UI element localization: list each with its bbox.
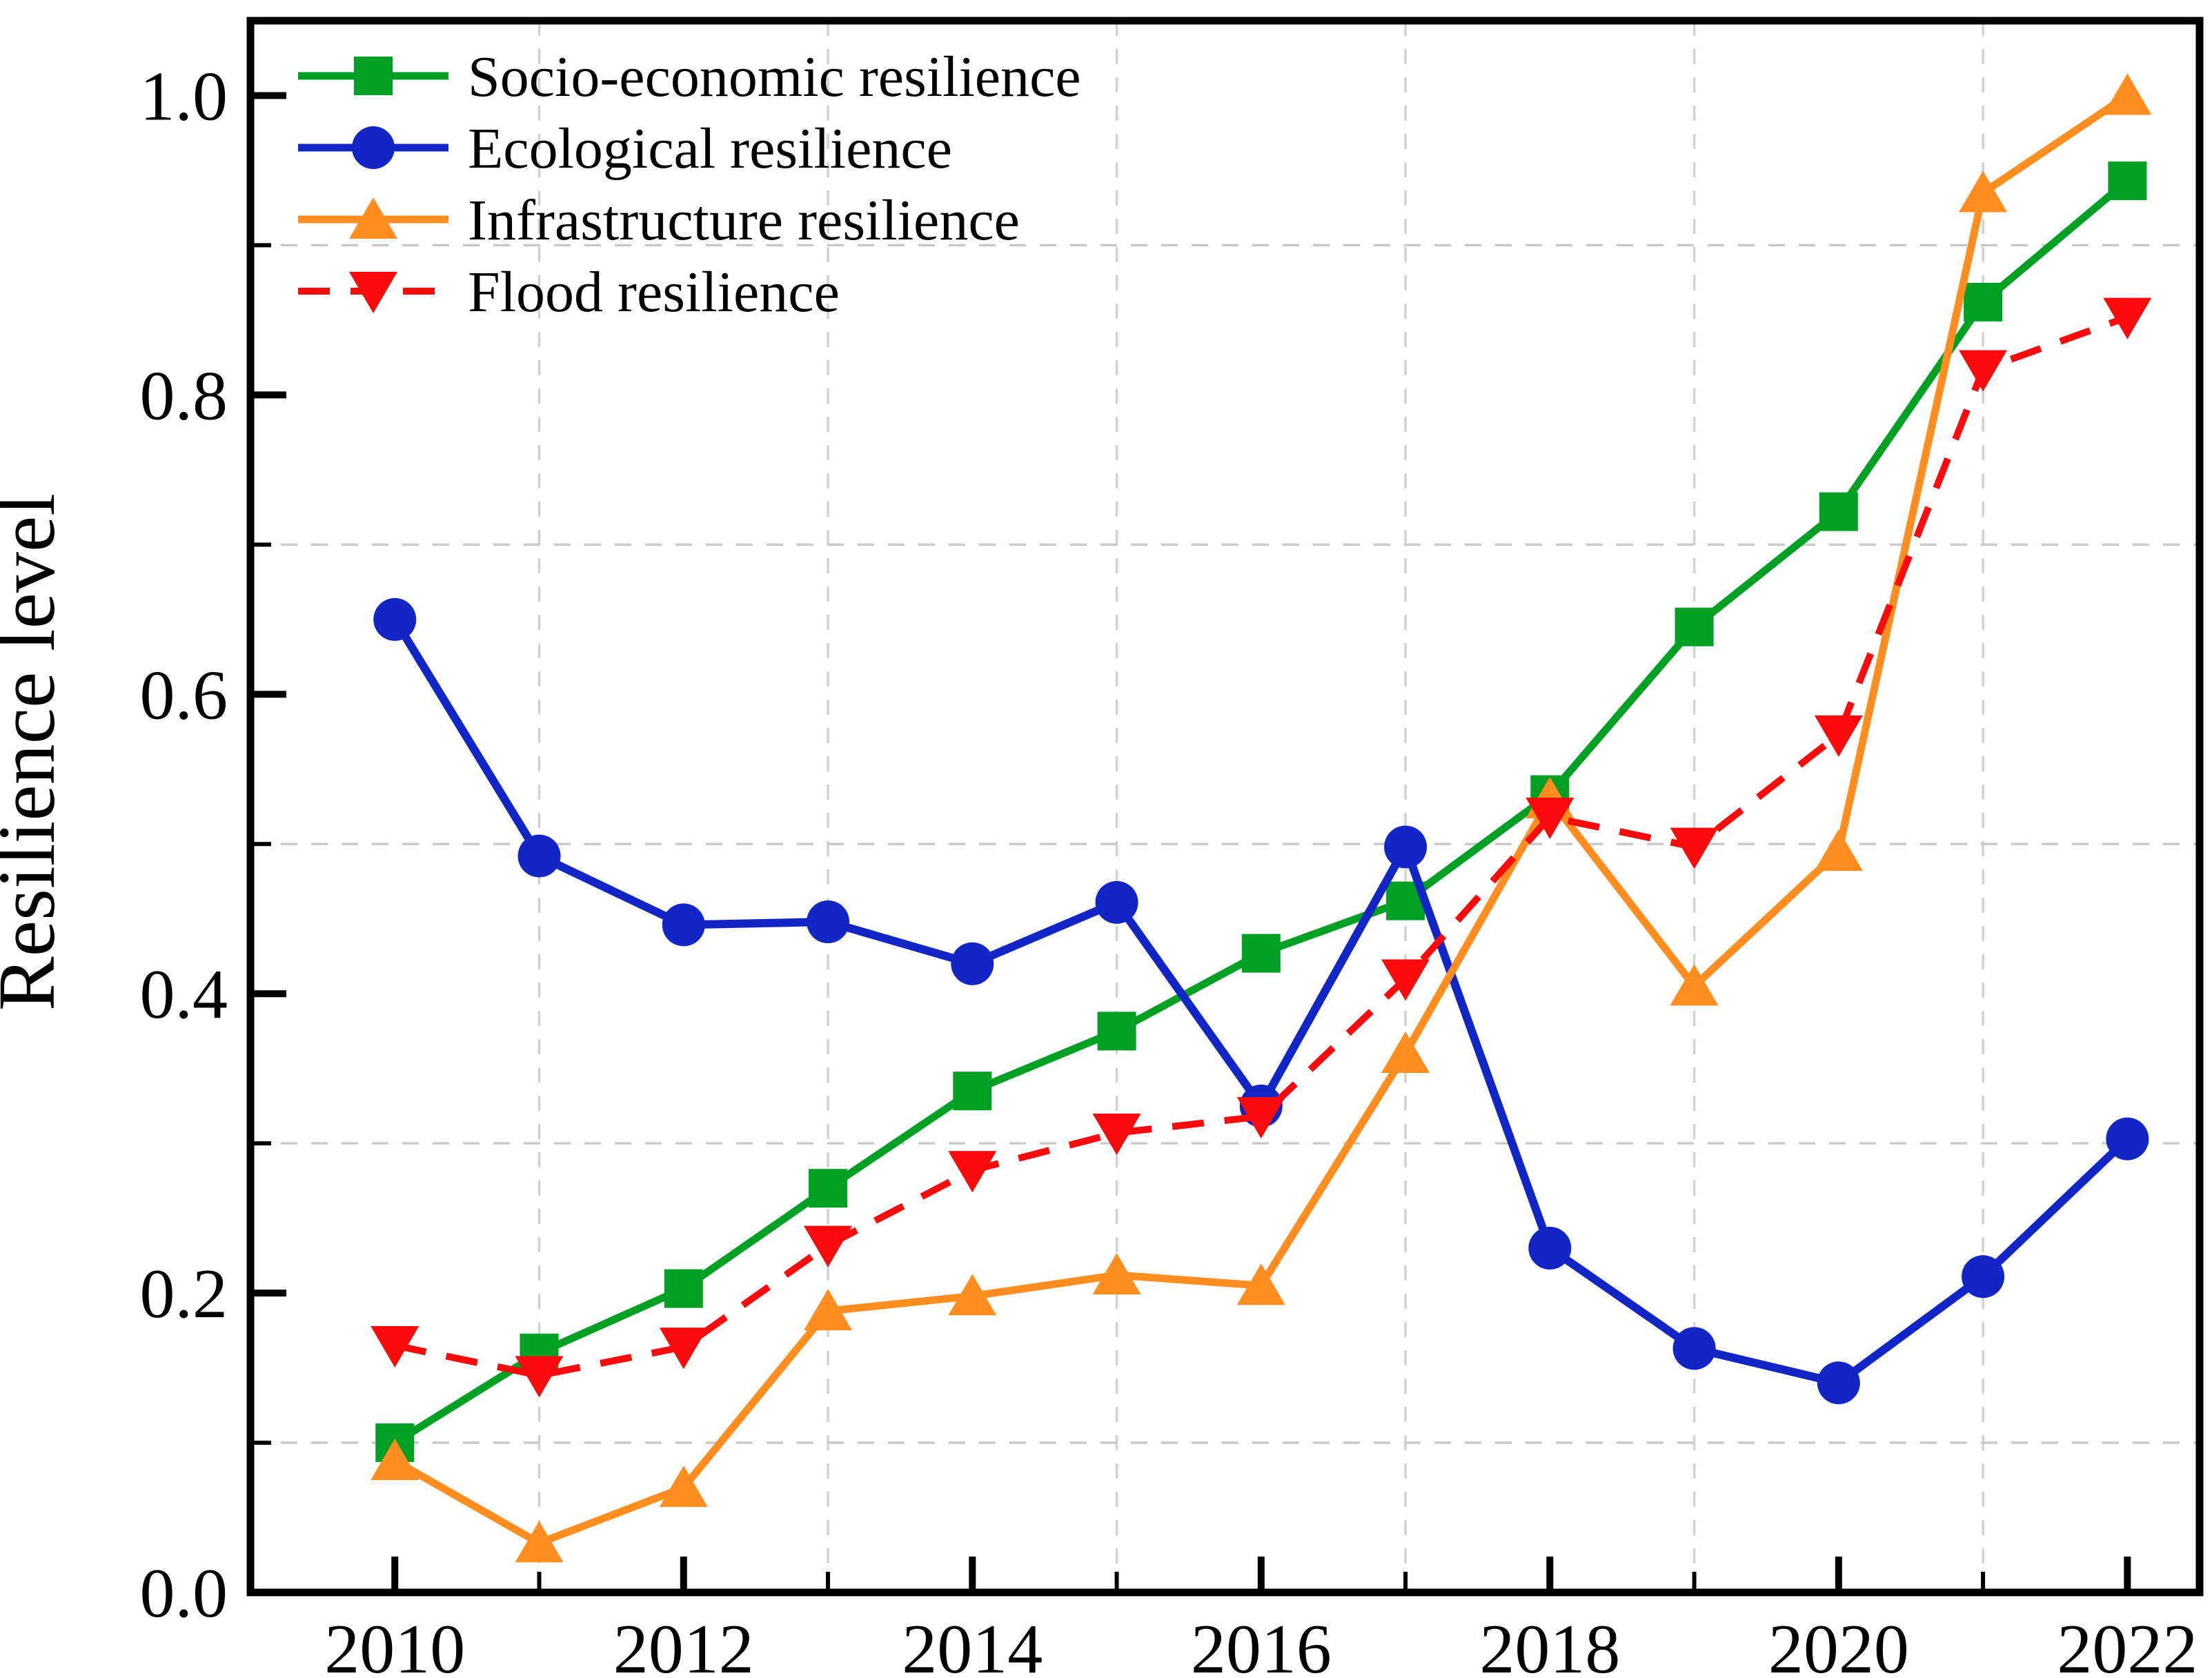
data-point bbox=[1525, 798, 1574, 840]
data-point bbox=[1959, 170, 2008, 213]
y-tick-label: 0.2 bbox=[140, 1255, 228, 1333]
x-tick-label: 2016 bbox=[1191, 1610, 1332, 1678]
data-point bbox=[1097, 1011, 1136, 1051]
data-point bbox=[662, 903, 705, 947]
data-point bbox=[1675, 607, 1714, 646]
legend-label: Ecological resilience bbox=[468, 117, 952, 181]
data-point bbox=[659, 1465, 708, 1508]
series-flood-resilience bbox=[371, 297, 2152, 1398]
data-point bbox=[1814, 829, 1863, 871]
data-point bbox=[1959, 350, 2008, 392]
data-point bbox=[659, 1327, 708, 1370]
data-point bbox=[1236, 1097, 1285, 1139]
data-point bbox=[1092, 1113, 1141, 1155]
y-tick-label: 0.4 bbox=[140, 956, 228, 1034]
data-point bbox=[1819, 492, 1858, 531]
data-point bbox=[1241, 934, 1281, 973]
data-point bbox=[804, 1225, 853, 1267]
data-point bbox=[1095, 880, 1138, 924]
data-point bbox=[1670, 827, 1719, 869]
data-point bbox=[515, 1356, 564, 1398]
x-tick-label: 2012 bbox=[613, 1610, 754, 1678]
y-tick-label: 0.0 bbox=[140, 1554, 228, 1632]
legend-item-flood-resilience: Flood resilience bbox=[298, 260, 840, 324]
legend-label: Flood resilience bbox=[468, 260, 840, 324]
y-tick-label: 0.6 bbox=[140, 656, 228, 734]
legend-item-infrastructure-resilience: Infrastructure resilience bbox=[298, 188, 1020, 253]
data-point bbox=[354, 57, 393, 95]
legend-item-socio-economic-resilience: Socio-economic resilience bbox=[298, 45, 1081, 109]
y-tick-label: 1.0 bbox=[140, 57, 228, 135]
legend-label: Socio-economic resilience bbox=[468, 45, 1081, 109]
data-point bbox=[1670, 964, 1719, 1006]
data-point bbox=[948, 1274, 997, 1316]
y-axis-title: Resilience level bbox=[0, 493, 72, 1011]
data-point bbox=[2106, 1117, 2149, 1161]
data-point bbox=[953, 1072, 992, 1111]
data-point bbox=[1817, 1361, 1860, 1405]
data-point bbox=[371, 1326, 419, 1368]
x-tick-label: 2022 bbox=[2057, 1610, 2198, 1678]
data-point bbox=[1384, 825, 1428, 869]
data-point bbox=[2103, 297, 2152, 339]
data-point bbox=[809, 1169, 848, 1208]
series-socio-economic-resilience bbox=[375, 161, 2147, 1463]
data-point bbox=[1381, 1031, 1430, 1073]
data-point bbox=[1672, 1327, 1716, 1370]
data-point bbox=[349, 272, 397, 313]
legend: Socio-economic resilience Ecological resi… bbox=[298, 45, 1081, 324]
plot-border bbox=[246, 17, 2204, 1597]
data-point bbox=[517, 834, 561, 878]
data-point bbox=[951, 942, 994, 985]
x-tick-label: 2014 bbox=[902, 1610, 1043, 1678]
data-point bbox=[807, 900, 850, 944]
legend-label: Infrastructure resilience bbox=[468, 188, 1020, 253]
x-tick-label: 2020 bbox=[1768, 1610, 1909, 1678]
data-point bbox=[1236, 1263, 1285, 1305]
data-point bbox=[349, 197, 397, 239]
legend-item-ecological-resilience: Ecological resilience bbox=[298, 117, 952, 181]
x-tick-label: 2018 bbox=[1479, 1610, 1620, 1678]
data-point bbox=[804, 1289, 853, 1331]
axis-labels: 0.0 0.2 0.4 0.6 0.8 1.0 2010 2012 2014 2016 2018 20… bbox=[140, 57, 2198, 1678]
data-point bbox=[2108, 161, 2147, 201]
data-point bbox=[352, 126, 395, 169]
data-point bbox=[1814, 715, 1863, 757]
data-point bbox=[1092, 1253, 1141, 1295]
data-point bbox=[371, 1439, 419, 1481]
data-point bbox=[948, 1151, 997, 1193]
data-point bbox=[515, 1521, 564, 1563]
data-point bbox=[1528, 1227, 1572, 1270]
data-point bbox=[1381, 959, 1430, 1001]
series-infrastructure-resilience bbox=[371, 73, 2152, 1563]
data-point bbox=[373, 598, 417, 641]
data-point bbox=[1962, 1255, 2005, 1299]
axis-ticks bbox=[250, 92, 2131, 1596]
data-point bbox=[664, 1269, 703, 1308]
data-point bbox=[2103, 73, 2152, 115]
y-tick-label: 0.8 bbox=[140, 357, 228, 435]
x-tick-label: 2010 bbox=[324, 1610, 465, 1678]
data-point bbox=[1964, 282, 2003, 322]
